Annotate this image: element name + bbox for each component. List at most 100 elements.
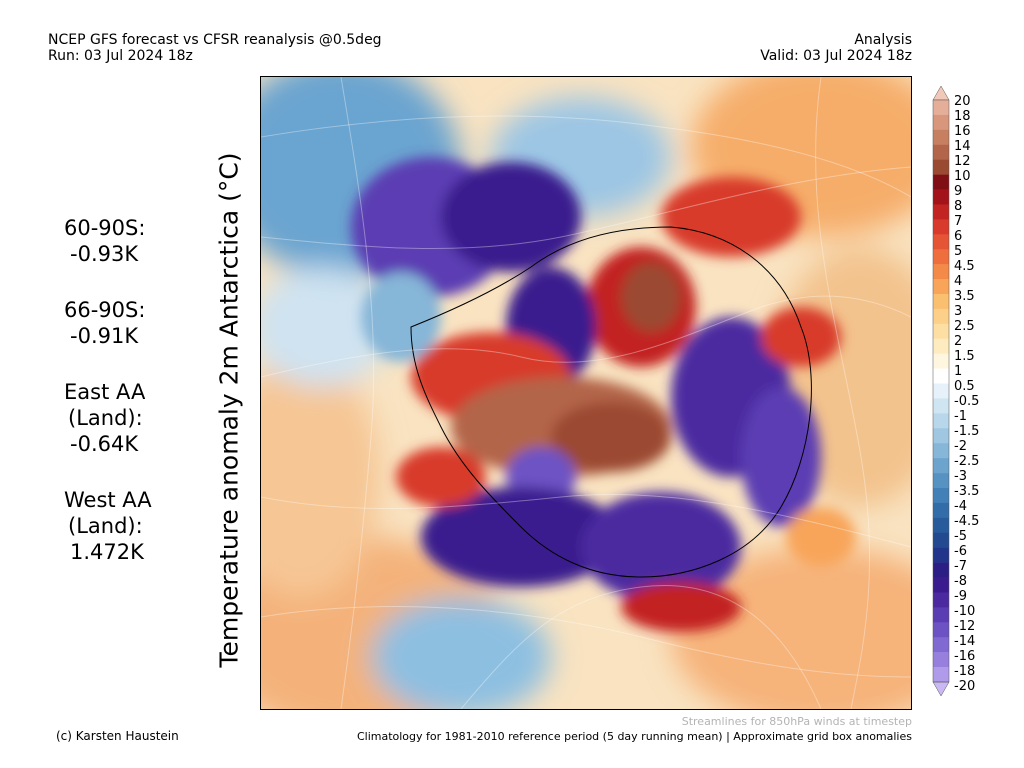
colorbar-cell [933,249,949,265]
colorbar-tick-label: -3.5 [954,484,980,499]
stat-label: 60-90S: [64,216,146,240]
colorbar-tick-label: -5 [954,529,967,544]
colorbar-tick-label: 18 [954,109,971,124]
colorbar-cell [933,637,949,653]
colorbar-tick-label: 2 [954,334,963,349]
colorbar-cell [933,458,949,474]
run-time: Run: 03 Jul 2024 18z [48,48,193,64]
colorbar-cell [933,129,949,146]
colorbar-cell [933,174,949,190]
map-canvas [261,77,911,709]
stat-label-sub: (Land): [68,406,143,430]
stat-west-aa: West AA (Land): 1.472K [64,487,152,565]
colorbar-cell [933,219,949,235]
colorbar-tick-label: -1.5 [954,424,980,439]
map-title: NCEP GFS forecast vs CFSR reanalysis @0.… [48,32,382,48]
colorbar-cell [933,279,949,295]
colorbar-cell [933,338,949,354]
stat-value: -0.93K [70,242,139,266]
header-right: Analysis Valid: 03 Jul 2024 18z [760,32,912,64]
colorbar-cell [933,398,949,414]
colorbar-cell [933,323,949,340]
colorbar-cell [933,368,949,384]
stat-value: -0.91K [70,324,139,348]
anomaly-map [260,76,912,710]
colorbar-cell [933,592,949,608]
colorbar-tick-label: 0.5 [954,379,975,394]
colorbar-cell [933,100,949,116]
colorbar-tick-label: -14 [954,634,976,649]
colorbar [932,86,950,696]
colorbar-cell [933,577,949,593]
colorbar-tick-label: 1 [954,364,963,379]
colorbar-cell [933,114,949,131]
colorbar-frame [932,99,950,683]
colorbar-cap-bottom [932,681,950,696]
colorbar-cell [933,517,949,534]
stat-value: 1.472K [70,540,144,564]
colorbar-cell [933,502,949,519]
colorbar-tick-label: -7 [954,559,967,574]
colorbar-cell [933,383,949,399]
stat-label: West AA [64,488,152,512]
colorbar-cell [933,204,949,220]
colorbar-tick-label: -2.5 [954,454,980,469]
streamline-note: Streamlines for 850hPa winds at timestep [681,715,912,728]
stat-east-aa: East AA (Land): -0.64K [64,379,152,457]
streamlines [261,77,911,709]
colorbar-tick-label: -3 [954,469,967,484]
colorbar-cap-top [932,86,950,101]
colorbar-cell [933,562,949,578]
colorbar-tick-label: 14 [954,139,971,154]
colorbar-cell [933,607,949,623]
header-left: NCEP GFS forecast vs CFSR reanalysis @0.… [48,32,382,64]
colorbar-cell [933,264,949,280]
climatology-note: Climatology for 1981-2010 reference peri… [356,730,912,743]
credit: (c) Karsten Haustein [56,729,179,743]
variable-title: Temperature anomaly 2m Antarctica (°C) [214,152,244,668]
stat-60-90s: 60-90S: -0.93K [64,215,152,267]
anomaly-core [351,157,856,632]
colorbar-cell [933,234,949,250]
colorbar-tick-label: 10 [954,169,971,184]
colorbar-tick-label: -0.5 [954,394,980,409]
colorbar-tick-label: -2 [954,439,967,454]
colorbar-tick-label: -12 [954,619,976,634]
colorbar-cell [933,547,949,563]
stat-value: -0.64K [70,432,139,456]
colorbar-cell [933,144,949,160]
colorbar-tick-label: 4.5 [954,259,975,274]
valid-time: Valid: 03 Jul 2024 18z [760,48,912,64]
colorbar-tick-label: 9 [954,184,963,199]
colorbar-cell [933,159,949,175]
stat-label-sub: (Land): [68,514,143,538]
colorbar-tick-label: 2.5 [954,319,975,334]
colorbar-cell [933,294,949,310]
colorbar-tick-label: -4 [954,499,967,514]
stat-66-90s: 66-90S: -0.91K [64,297,152,349]
colorbar-tick-label: -1 [954,409,967,424]
colorbar-cell [933,353,949,369]
colorbar-tick-label: 7 [954,214,963,229]
colorbar-tick-label: 16 [954,124,971,139]
colorbar-tick-label: -6 [954,544,967,559]
colorbar-tick-label: 12 [954,154,971,169]
colorbar-cell [933,428,949,444]
colorbar-tick-label: -18 [954,664,976,679]
colorbar-tick-label: 6 [954,229,963,244]
colorbar-tick-label: -20 [954,679,976,694]
analysis-mode: Analysis [854,32,912,48]
colorbar-tick-label: 20 [954,94,971,109]
colorbar-tick-label: -10 [954,604,976,619]
stat-label: 66-90S: [64,298,146,322]
colorbar-cell [933,488,949,504]
colorbar-tick-label: 4 [954,274,963,289]
colorbar-cell [933,667,949,683]
regional-stats: 60-90S: -0.93K 66-90S: -0.91K East AA (L… [64,215,152,595]
stat-label: East AA [64,380,146,404]
colorbar-tick-label: 3.5 [954,289,975,304]
colorbar-tick-label: 8 [954,199,963,214]
colorbar-cell [933,443,949,459]
colorbar-tick-label: 1.5 [954,349,975,364]
colorbar-tick-label: -16 [954,649,976,664]
